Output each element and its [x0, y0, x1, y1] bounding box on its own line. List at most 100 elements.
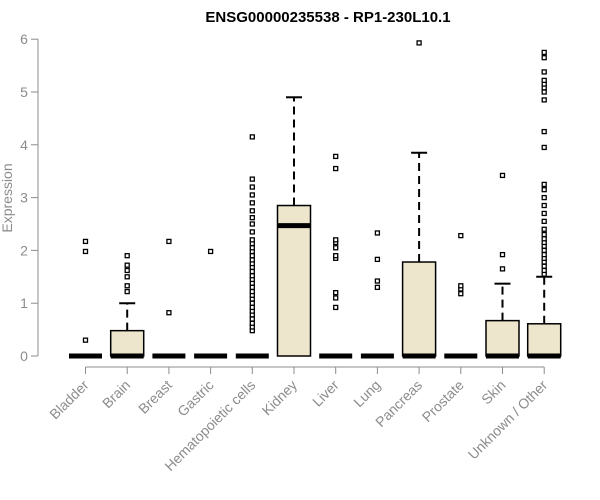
- iqr-box: [526, 323, 562, 357]
- outlier-point: [374, 256, 381, 263]
- outlier-point: [249, 184, 255, 190]
- outlier-point: [541, 236, 547, 242]
- y-axis-label: Expression: [0, 163, 15, 232]
- outlier-point: [541, 69, 547, 75]
- outlier-point: [541, 97, 547, 103]
- box-brain: [109, 253, 145, 359]
- outlier-point: [82, 248, 89, 255]
- outlier-point: [374, 230, 381, 236]
- outlier-point: [249, 245, 255, 251]
- y-tick-label: 0: [20, 348, 28, 364]
- outlier-point: [541, 144, 547, 151]
- box-gastric: [194, 248, 228, 359]
- outlier-point: [541, 194, 547, 201]
- outlier-point: [541, 263, 547, 269]
- outlier-point: [333, 153, 339, 160]
- outlier-point: [249, 273, 255, 279]
- outlier-point: [249, 229, 255, 235]
- outlier-point: [124, 262, 130, 268]
- outlier-point: [541, 210, 547, 217]
- outlier-point: [416, 40, 422, 46]
- outlier-point: [249, 215, 255, 221]
- iqr-box: [485, 319, 520, 357]
- box-pancreas: [401, 40, 437, 359]
- y-tick-label: 4: [20, 137, 28, 153]
- outlier-point: [541, 267, 547, 274]
- box-kidney: [276, 96, 312, 357]
- outlier-point: [374, 278, 381, 284]
- iqr-box: [401, 261, 437, 357]
- x-tick-label-bladder: Bladder: [46, 377, 92, 423]
- outlier-point: [541, 226, 547, 232]
- y-tick-label: 5: [20, 84, 28, 100]
- outlier-point: [249, 176, 255, 182]
- box-series: [69, 40, 562, 359]
- outlier-point: [249, 221, 255, 227]
- box-bladder: [69, 238, 102, 359]
- box-prostate: [444, 232, 478, 359]
- outlier-point: [541, 218, 547, 225]
- outlier-point: [124, 288, 130, 295]
- box-skin: [485, 172, 520, 359]
- outlier-point: [249, 237, 255, 243]
- outlier-point: [499, 266, 506, 272]
- outlier-point: [333, 289, 339, 296]
- x-tick-label-lung: Lung: [350, 377, 383, 410]
- outlier-point: [249, 316, 255, 322]
- box-unknown-other: [526, 49, 562, 359]
- chart-title: ENSG00000235538 - RP1-230L10.1: [205, 9, 450, 26]
- outlier-point: [333, 253, 339, 259]
- y-tick-label: 3: [20, 190, 28, 206]
- outlier-point: [499, 172, 506, 179]
- outlier-point: [333, 304, 339, 311]
- outlier-point: [249, 200, 255, 206]
- outlier-point: [124, 267, 130, 274]
- outlier-point: [249, 134, 255, 140]
- outlier-point: [82, 238, 89, 245]
- outlier-point: [541, 187, 547, 193]
- outlier-point: [333, 245, 339, 251]
- x-tick-label-brain: Brain: [99, 377, 133, 411]
- x-tick-label-unknown-other: Unknown / Other: [465, 377, 551, 463]
- outlier-point: [458, 291, 464, 297]
- x-tick-label-breast: Breast: [135, 377, 175, 417]
- outlier-point: [541, 77, 547, 84]
- outlier-point: [249, 284, 255, 291]
- outlier-point: [249, 288, 255, 295]
- x-tick-label-skin: Skin: [478, 377, 509, 408]
- box-liver: [319, 153, 353, 359]
- iqr-box: [109, 329, 145, 357]
- outlier-point: [541, 202, 547, 209]
- x-tick-label-prostate: Prostate: [419, 377, 467, 425]
- outlier-point: [124, 253, 130, 259]
- outlier-point: [541, 251, 547, 258]
- outlier-point: [249, 208, 255, 214]
- outlier-point: [249, 257, 255, 263]
- outlier-point: [249, 268, 255, 275]
- outlier-point: [124, 274, 130, 280]
- outlier-point: [541, 89, 547, 95]
- outlier-point: [499, 251, 506, 258]
- outlier-point: [541, 49, 547, 56]
- y-tick-label: 2: [20, 242, 28, 258]
- outlier-point: [249, 192, 255, 198]
- outlier-point: [207, 248, 214, 255]
- x-tick-label-kidney: Kidney: [259, 377, 301, 419]
- outlier-point: [82, 337, 89, 343]
- y-axis: 0 1 2 3 4 5 6: [20, 31, 39, 364]
- y-tick-label: 6: [20, 31, 28, 47]
- iqr-box: [276, 204, 312, 357]
- box-breast: [152, 238, 186, 359]
- outlier-point: [541, 247, 547, 254]
- outlier-point: [541, 55, 547, 61]
- outlier-point: [458, 283, 464, 289]
- outlier-point: [333, 295, 339, 301]
- outlier-point: [249, 304, 255, 311]
- outlier-point: [249, 300, 255, 306]
- outlier-point: [166, 238, 172, 245]
- outlier-point: [541, 181, 547, 188]
- outlier-point: [541, 231, 547, 238]
